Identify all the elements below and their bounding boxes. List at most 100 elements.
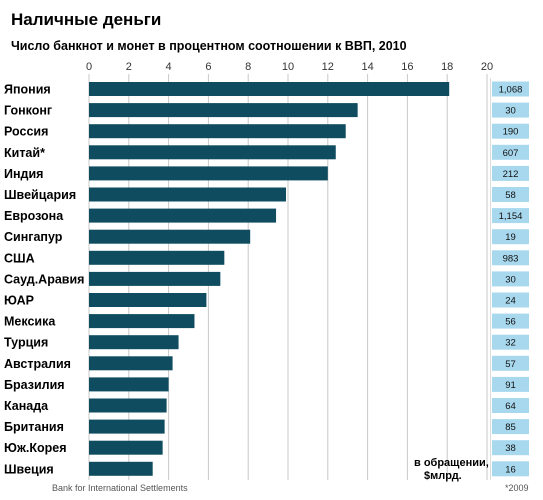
side-value: 91 <box>505 380 516 391</box>
bars <box>89 82 450 476</box>
bar <box>89 398 167 413</box>
side-label-line2: $млрд. <box>424 470 462 482</box>
side-value: 212 <box>503 169 519 180</box>
side-value: 64 <box>505 401 516 412</box>
side-value-box <box>492 292 529 308</box>
category-label: Индия <box>4 167 43 181</box>
side-value-box <box>492 461 529 477</box>
x-tick-label: 14 <box>361 61 373 73</box>
side-value-box <box>492 81 529 97</box>
category-label: Австралия <box>4 357 71 371</box>
side-value: 85 <box>505 422 516 433</box>
side-value: 30 <box>505 274 516 285</box>
category-label: Канада <box>4 399 49 413</box>
side-value: 58 <box>505 190 516 201</box>
side-value-box <box>492 419 529 435</box>
category-label: Япония <box>4 83 51 97</box>
x-tick-label: 12 <box>322 61 334 73</box>
side-column-divider <box>490 78 491 480</box>
x-tick-label: 8 <box>245 61 251 73</box>
chart-title: Наличные деньги <box>11 10 161 29</box>
bar <box>89 166 328 181</box>
x-tick-label: 0 <box>86 61 92 73</box>
side-value-box <box>492 334 529 350</box>
side-value: 30 <box>505 106 516 117</box>
side-value-box <box>492 313 529 329</box>
bar <box>89 356 173 371</box>
side-value-box <box>492 123 529 139</box>
side-value-box <box>492 208 529 224</box>
source-note: Bank for International Settlements <box>52 483 188 493</box>
category-label: Швейцария <box>4 188 76 202</box>
x-axis-ticks: 0 2 4 6 8 10 12 14 16 18 20 <box>86 61 493 73</box>
category-label: Китай* <box>4 146 45 160</box>
side-value: 57 <box>505 359 516 370</box>
bar <box>89 208 277 223</box>
category-label: Юж.Корея <box>4 441 67 455</box>
x-tick-label: 16 <box>401 61 413 73</box>
side-value: 190 <box>503 127 519 138</box>
bar <box>89 187 287 202</box>
x-tick-label: 18 <box>441 61 453 73</box>
x-tick-label: 20 <box>481 61 493 73</box>
bar <box>89 271 221 286</box>
side-value: 19 <box>505 232 516 243</box>
category-label: Гонконг <box>4 104 52 118</box>
category-label: Мексика <box>4 315 56 329</box>
bar <box>89 335 179 350</box>
side-value-box <box>492 271 529 287</box>
side-value: 16 <box>505 464 516 475</box>
side-value: 983 <box>503 253 519 264</box>
side-value-box <box>492 398 529 413</box>
side-value-box <box>492 144 529 160</box>
side-value-box <box>492 102 529 118</box>
bar <box>89 145 336 160</box>
grid-lines <box>88 74 488 480</box>
x-tick-label: 10 <box>282 61 294 73</box>
chart-subtitle: Число банкнот и монет в процентном соотн… <box>11 39 407 53</box>
side-value: 38 <box>505 443 516 454</box>
category-label: Сауд.Аравия <box>4 272 84 286</box>
side-value: 32 <box>505 338 516 349</box>
bar <box>89 124 346 139</box>
side-value: 56 <box>505 317 516 328</box>
x-tick-label: 4 <box>166 61 172 73</box>
side-value-box <box>492 440 529 456</box>
category-labels: Япония Гонконг Россия Китай* Индия Швейцария Е… <box>4 83 84 477</box>
category-label: Бразилия <box>4 378 65 392</box>
side-value-box <box>492 376 529 392</box>
category-label: Россия <box>4 125 48 139</box>
category-label: США <box>4 251 35 265</box>
category-label: Турция <box>4 336 48 350</box>
side-values: 1,068 30 190 607 212 58 1,154 19 983 30 24 56 32 57 91… <box>490 78 529 480</box>
category-label: Британия <box>4 420 64 434</box>
bar <box>89 103 358 118</box>
bar <box>89 440 163 455</box>
footnote: *2009 <box>505 483 529 493</box>
side-label-line1: в обращении, <box>414 457 489 469</box>
bar <box>89 82 450 96</box>
category-label: Сингапур <box>4 230 63 244</box>
x-tick-label: 6 <box>205 61 211 73</box>
side-value: 1,068 <box>499 85 523 96</box>
category-label: Еврозона <box>4 209 64 223</box>
side-value: 1,154 <box>499 211 523 222</box>
x-tick-label: 2 <box>126 61 132 73</box>
side-value: 607 <box>503 148 519 159</box>
bar <box>89 293 207 307</box>
side-value-box <box>492 355 529 371</box>
bar <box>89 419 165 434</box>
side-value: 24 <box>505 296 516 307</box>
side-value-box <box>492 165 529 181</box>
side-value-box <box>492 229 529 245</box>
bar <box>89 250 225 265</box>
bar <box>89 461 153 476</box>
bar <box>89 377 169 392</box>
bar <box>89 229 251 244</box>
side-value-box <box>492 250 529 266</box>
bar <box>89 314 195 329</box>
category-label: ЮАР <box>4 294 34 308</box>
category-label: Швеция <box>4 462 54 476</box>
side-value-box <box>492 187 529 202</box>
